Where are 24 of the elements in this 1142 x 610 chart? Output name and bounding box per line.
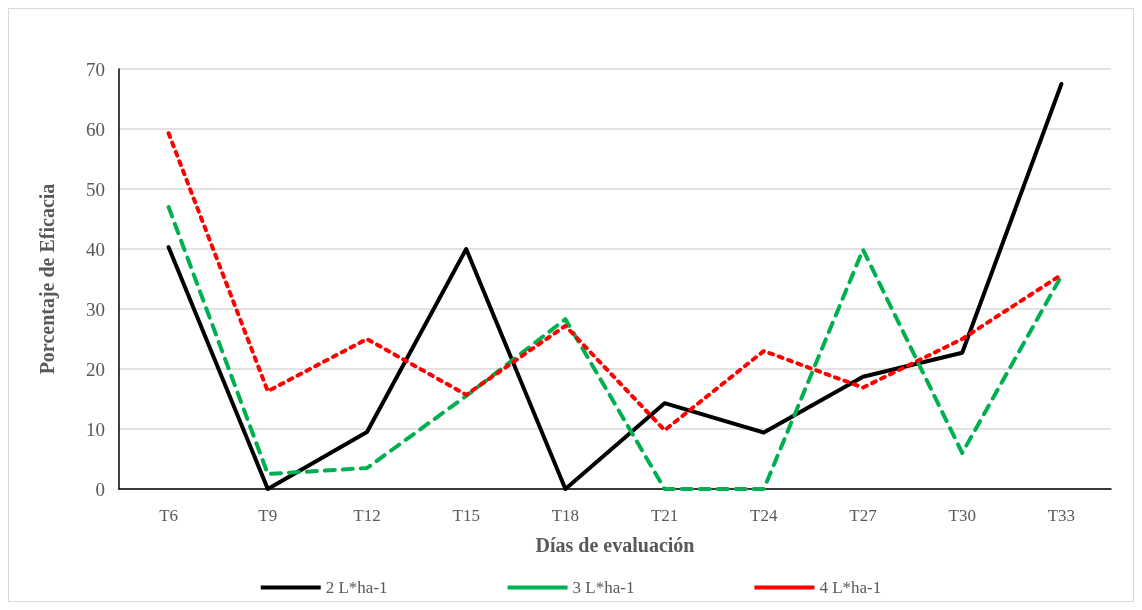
- y-tick-label: 20: [86, 358, 105, 380]
- y-tick-label: 30: [86, 298, 105, 320]
- x-tick-label: T33: [1047, 506, 1076, 525]
- y-tick-label: 10: [86, 418, 105, 440]
- y-tick-label: 50: [86, 178, 105, 200]
- x-tick-label: T15: [452, 506, 480, 525]
- x-tick-label: T24: [750, 506, 778, 525]
- x-tick-label: T9: [258, 506, 278, 525]
- y-tick-label: 70: [86, 58, 105, 80]
- y-tick-label: 60: [86, 118, 105, 140]
- x-tick-label: T30: [948, 506, 976, 525]
- y-tick-label: 0: [95, 478, 105, 500]
- x-axis-title: Días de evaluación: [535, 534, 695, 556]
- legend-label: 4 L*ha-1: [819, 578, 882, 597]
- y-axis-title: Porcentaje de Eficacia: [36, 183, 59, 375]
- x-tick-label: T6: [159, 506, 179, 525]
- legend-label: 3 L*ha-1: [572, 578, 635, 597]
- x-tick-label: T27: [849, 506, 878, 525]
- x-tick-label: T18: [551, 506, 580, 525]
- legend-label: 2 L*ha-1: [325, 578, 388, 597]
- x-tick-label: T12: [353, 506, 381, 525]
- x-tick-label: T21: [650, 506, 679, 525]
- y-tick-label: 40: [86, 238, 105, 260]
- line-series: [166, 205, 1064, 491]
